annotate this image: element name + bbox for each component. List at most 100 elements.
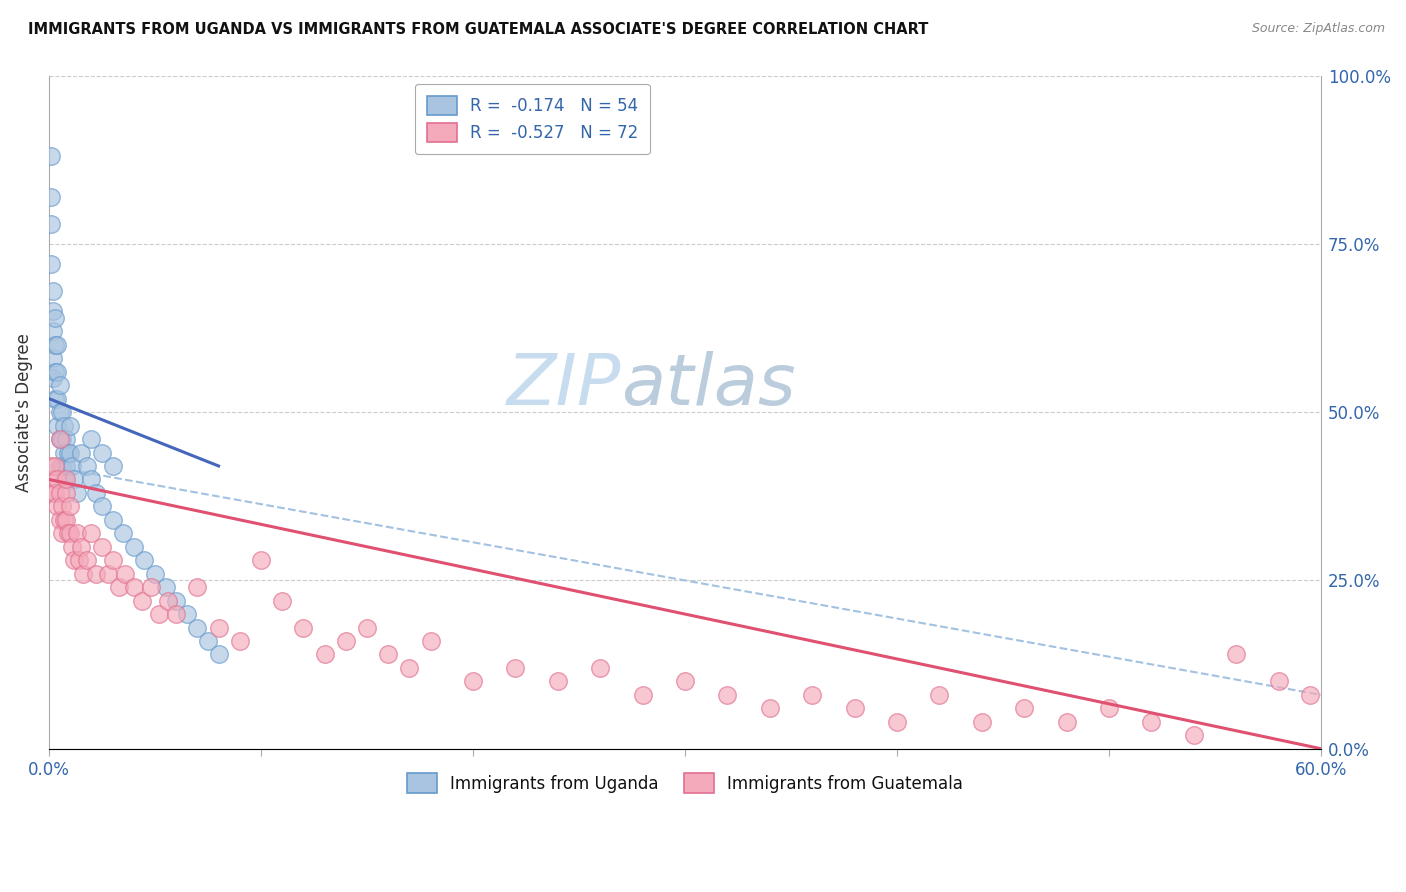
Legend: Immigrants from Uganda, Immigrants from Guatemala: Immigrants from Uganda, Immigrants from … [395, 762, 974, 805]
Point [51, 458, 73, 473]
Point [91, 540, 114, 554]
Point [69, 540, 91, 554]
Point [114, 566, 136, 581]
Point [46, 472, 69, 486]
Point [122, 580, 145, 594]
Point [44, 392, 66, 406]
Point [39, 458, 62, 473]
Y-axis label: Associate's Degree: Associate's Degree [15, 333, 32, 491]
Point [48, 486, 70, 500]
Point [52, 418, 75, 433]
Point [44, 486, 66, 500]
Point [63, 553, 86, 567]
Point [56, 445, 79, 459]
Point [42, 486, 65, 500]
Point [60, 458, 83, 473]
Point [55, 472, 77, 486]
Point [67, 553, 90, 567]
Point [143, 566, 166, 581]
Point [139, 580, 162, 594]
Point [101, 513, 124, 527]
Point [48, 378, 70, 392]
Point [631, 688, 654, 702]
Point [56, 526, 79, 541]
Point [292, 621, 315, 635]
Point [48, 432, 70, 446]
Point [398, 661, 420, 675]
Point [1140, 714, 1163, 729]
Point [207, 621, 229, 635]
Point [356, 621, 378, 635]
Point [1098, 701, 1121, 715]
Point [59, 526, 82, 541]
Point [176, 607, 198, 621]
Point [156, 593, 179, 607]
Point [91, 445, 114, 459]
Point [63, 472, 86, 486]
Point [39, 217, 62, 231]
Point [42, 304, 65, 318]
Point [76, 458, 98, 473]
Point [39, 190, 62, 204]
Point [165, 607, 187, 621]
Point [112, 526, 135, 541]
Point [589, 661, 612, 675]
Point [59, 500, 82, 514]
Point [84, 486, 107, 500]
Point [673, 674, 696, 689]
Point [134, 553, 156, 567]
Point [39, 257, 62, 271]
Point [165, 593, 187, 607]
Point [1225, 648, 1247, 662]
Point [229, 634, 252, 648]
Point [80, 472, 103, 486]
Point [970, 714, 993, 729]
Point [759, 701, 782, 715]
Point [547, 674, 569, 689]
Point [52, 513, 75, 527]
Point [44, 310, 66, 325]
Point [46, 338, 69, 352]
Point [52, 445, 75, 459]
Text: IMMIGRANTS FROM UGANDA VS IMMIGRANTS FROM GUATEMALA ASSOCIATE'S DEGREE CORRELATI: IMMIGRANTS FROM UGANDA VS IMMIGRANTS FRO… [28, 22, 928, 37]
Point [1299, 688, 1322, 702]
Point [42, 284, 65, 298]
Point [97, 566, 120, 581]
Point [39, 149, 62, 163]
Point [46, 365, 69, 379]
Point [377, 648, 399, 662]
Point [80, 526, 103, 541]
Point [51, 432, 73, 446]
Point [148, 607, 170, 621]
Point [419, 634, 441, 648]
Point [55, 513, 77, 527]
Point [55, 458, 77, 473]
Point [335, 634, 357, 648]
Point [44, 458, 66, 473]
Point [101, 553, 124, 567]
Text: Source: ZipAtlas.com: Source: ZipAtlas.com [1251, 22, 1385, 36]
Point [886, 714, 908, 729]
Point [80, 432, 103, 446]
Point [65, 526, 87, 541]
Point [51, 405, 73, 419]
Point [84, 566, 107, 581]
Point [207, 648, 229, 662]
Point [1267, 674, 1289, 689]
Point [505, 661, 527, 675]
Point [46, 392, 69, 406]
Point [314, 648, 336, 662]
Point [55, 486, 77, 500]
Point [55, 432, 77, 446]
Point [42, 472, 65, 486]
Point [52, 472, 75, 486]
Point [42, 351, 65, 366]
Point [122, 540, 145, 554]
Point [1056, 714, 1078, 729]
Point [76, 553, 98, 567]
Point [197, 634, 219, 648]
Point [271, 593, 294, 607]
Point [42, 371, 65, 385]
Point [44, 338, 66, 352]
Point [461, 674, 484, 689]
